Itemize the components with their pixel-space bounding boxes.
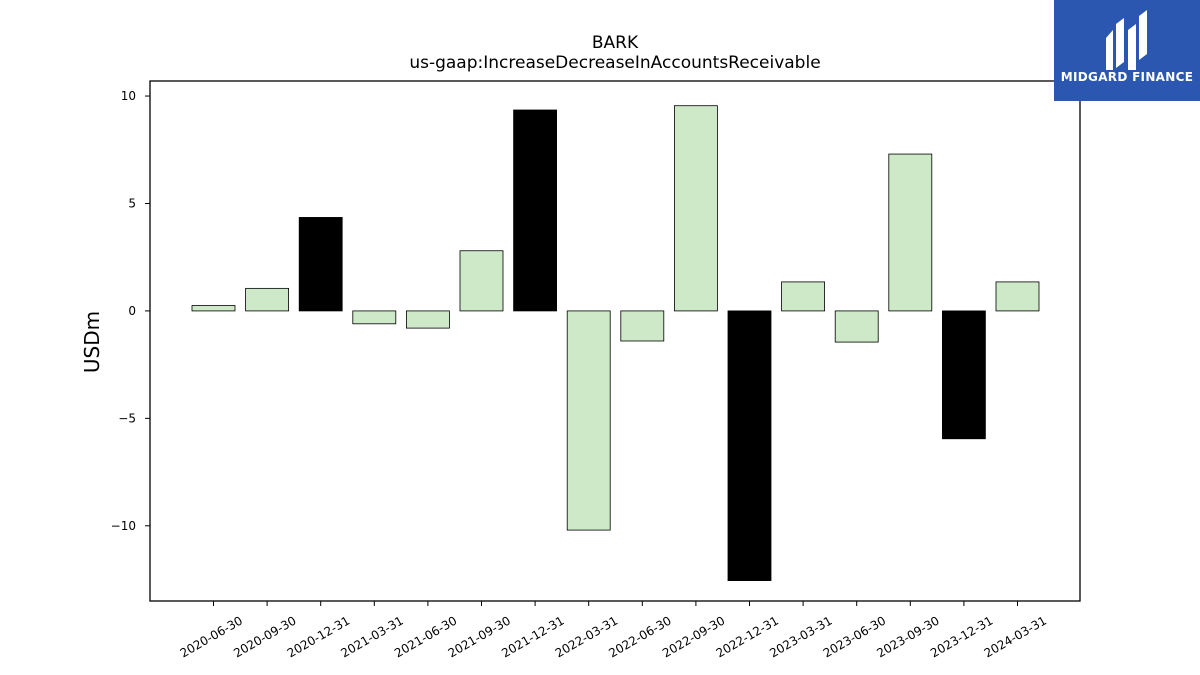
bar-2022-12-31 [727, 310, 772, 581]
logo: MIDGARD FINANCE [1054, 0, 1200, 101]
logo-text: MIDGARD FINANCE [1061, 70, 1193, 84]
bars-group [191, 105, 1040, 581]
y-axis-label: USDm [80, 311, 104, 373]
bar-2021-09-30 [459, 250, 504, 312]
bar-2024-03-31 [995, 281, 1040, 312]
y-tick-label: 0 [128, 304, 136, 318]
bar-2023-12-31 [942, 310, 986, 440]
y-tick-label: 10 [121, 89, 136, 103]
y-tick-label: −5 [118, 411, 136, 425]
bar-2021-03-31 [352, 310, 397, 325]
bar-2020-06-30 [191, 305, 236, 312]
bar-2021-06-30 [405, 310, 450, 329]
bar-2021-12-31 [513, 109, 557, 312]
bar-2022-06-30 [620, 310, 665, 342]
midgard-logo-icon [1106, 10, 1147, 70]
bar-2023-06-30 [834, 310, 879, 343]
y-tick-label: 5 [128, 196, 136, 210]
bar-2022-03-31 [566, 310, 611, 531]
y-ticks-group: 10 5 0 −5 −10 [111, 89, 150, 533]
bar-2022-09-30 [674, 105, 718, 312]
bar-2023-03-31 [781, 281, 825, 312]
chart-title: BARK [592, 33, 639, 53]
y-tick-label: −10 [111, 519, 136, 533]
x-ticks-group: 2020-06-302020-09-302020-12-312021-03-31… [178, 601, 1049, 660]
bar-2020-09-30 [245, 287, 290, 312]
chart-subtitle: us-gaap:IncreaseDecreaseInAccountsReceiv… [409, 53, 820, 73]
logo-background [1054, 0, 1200, 101]
plot-frame [149, 80, 1081, 602]
bar-2020-12-31 [298, 217, 343, 312]
bar-2023-09-30 [888, 153, 933, 312]
